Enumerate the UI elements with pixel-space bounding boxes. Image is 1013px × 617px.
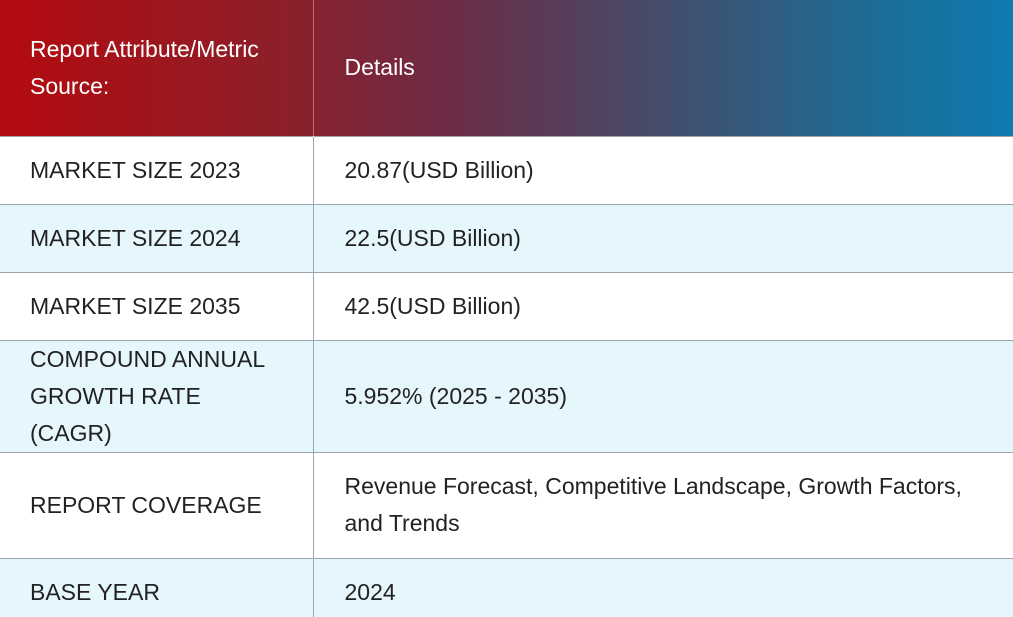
row-label: MARKET SIZE 2035 — [0, 271, 314, 340]
row-label: REPORT COVERAGE — [0, 451, 314, 558]
header-details-cell: Details — [344, 54, 415, 81]
table-row: MARKET SIZE 2024 22.5(USD Billion) — [0, 203, 1013, 272]
table-row: BASE YEAR 2024 — [0, 557, 1013, 617]
row-label: MARKET SIZE 2023 — [0, 135, 314, 204]
header-attribute-cell: Report Attribute/Metric Source: — [0, 0, 314, 136]
row-label: COMPOUND ANNUAL GROWTH RATE (CAGR) — [0, 339, 314, 452]
table-row: MARKET SIZE 2023 20.87(USD Billion) — [0, 135, 1013, 204]
row-value: 2024 — [313, 557, 1013, 617]
table-row: MARKET SIZE 2035 42.5(USD Billion) — [0, 271, 1013, 340]
row-value: Revenue Forecast, Competitive Landscape,… — [313, 451, 1013, 558]
table-row: REPORT COVERAGE Revenue Forecast, Compet… — [0, 451, 1013, 558]
row-value: 22.5(USD Billion) — [313, 203, 1013, 272]
table-row: COMPOUND ANNUAL GROWTH RATE (CAGR) 5.952… — [0, 339, 1013, 452]
row-value: 5.952% (2025 - 2035) — [313, 339, 1013, 452]
row-value: 42.5(USD Billion) — [313, 271, 1013, 340]
row-label: BASE YEAR — [0, 557, 314, 617]
row-value: 20.87(USD Billion) — [313, 135, 1013, 204]
table-header-row: Report Attribute/Metric Source: Details — [0, 0, 1013, 136]
row-label: MARKET SIZE 2024 — [0, 203, 314, 272]
